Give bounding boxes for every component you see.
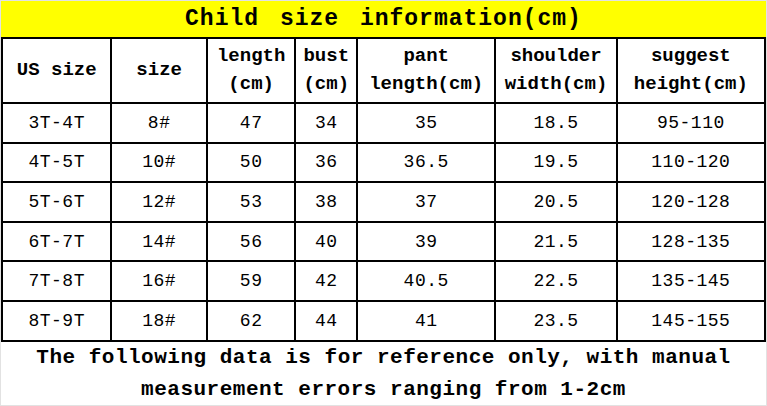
table-cell-pant_length: 36.5 bbox=[357, 143, 495, 183]
table-cell-suggest_height: 95-110 bbox=[617, 103, 765, 143]
header-row: US size size length (cm) bust (cm) pant … bbox=[2, 38, 765, 103]
table-cell-us_size: 7T-8T bbox=[2, 261, 111, 301]
table-cell-length: 53 bbox=[207, 182, 296, 222]
table-row: 4T-5T10#503636.519.5110-120 bbox=[2, 143, 765, 183]
column-header-suggest-height: suggest height(cm) bbox=[617, 38, 765, 103]
table-cell-bust: 34 bbox=[295, 103, 357, 143]
footer-note: The following data is for reference only… bbox=[1, 342, 766, 406]
footer-note-text: The following data is for reference only… bbox=[36, 342, 730, 406]
table-cell-size: 14# bbox=[111, 222, 207, 262]
table-cell-shoulder_width: 18.5 bbox=[495, 103, 616, 143]
table-row: 8T-9T18#62444123.5145-155 bbox=[2, 301, 765, 341]
table-cell-bust: 36 bbox=[295, 143, 357, 183]
table-cell-suggest_height: 128-135 bbox=[617, 222, 765, 262]
table-row: 6T-7T14#56403921.5128-135 bbox=[2, 222, 765, 262]
size-chart-page: Child size information(cm) US size size … bbox=[0, 0, 767, 406]
size-table-header: US size size length (cm) bust (cm) pant … bbox=[2, 38, 765, 103]
table-cell-suggest_height: 110-120 bbox=[617, 143, 765, 183]
column-header-size: size bbox=[111, 38, 207, 103]
table-cell-length: 56 bbox=[207, 222, 296, 262]
table-cell-suggest_height: 145-155 bbox=[617, 301, 765, 341]
table-cell-size: 18# bbox=[111, 301, 207, 341]
table-cell-us_size: 8T-9T bbox=[2, 301, 111, 341]
table-cell-length: 62 bbox=[207, 301, 296, 341]
column-header-length: length (cm) bbox=[207, 38, 296, 103]
table-cell-size: 10# bbox=[111, 143, 207, 183]
table-cell-length: 50 bbox=[207, 143, 296, 183]
table-cell-us_size: 3T-4T bbox=[2, 103, 111, 143]
page-title: Child size information(cm) bbox=[185, 6, 582, 32]
table-cell-shoulder_width: 19.5 bbox=[495, 143, 616, 183]
table-cell-us_size: 6T-7T bbox=[2, 222, 111, 262]
table-cell-shoulder_width: 20.5 bbox=[495, 182, 616, 222]
table-cell-length: 59 bbox=[207, 261, 296, 301]
table-cell-shoulder_width: 21.5 bbox=[495, 222, 616, 262]
title-bar: Child size information(cm) bbox=[1, 1, 766, 37]
table-cell-bust: 42 bbox=[295, 261, 357, 301]
table-row: 7T-8T16#594240.522.5135-145 bbox=[2, 261, 765, 301]
table-cell-size: 12# bbox=[111, 182, 207, 222]
table-cell-pant_length: 40.5 bbox=[357, 261, 495, 301]
table-cell-pant_length: 37 bbox=[357, 182, 495, 222]
table-cell-shoulder_width: 22.5 bbox=[495, 261, 616, 301]
column-header-us-size: US size bbox=[2, 38, 111, 103]
table-cell-pant_length: 39 bbox=[357, 222, 495, 262]
table-row: 3T-4T8#47343518.595-110 bbox=[2, 103, 765, 143]
table-cell-pant_length: 41 bbox=[357, 301, 495, 341]
table-cell-bust: 40 bbox=[295, 222, 357, 262]
table-cell-us_size: 4T-5T bbox=[2, 143, 111, 183]
column-header-pant-length: pant length(cm) bbox=[357, 38, 495, 103]
column-header-bust: bust (cm) bbox=[295, 38, 357, 103]
size-table-body: 3T-4T8#47343518.595-1104T-5T10#503636.51… bbox=[2, 103, 765, 341]
table-cell-size: 8# bbox=[111, 103, 207, 143]
table-cell-suggest_height: 135-145 bbox=[617, 261, 765, 301]
column-header-shoulder-width: shoulder width(cm) bbox=[495, 38, 616, 103]
table-cell-bust: 38 bbox=[295, 182, 357, 222]
table-row: 5T-6T12#53383720.5120-128 bbox=[2, 182, 765, 222]
table-cell-size: 16# bbox=[111, 261, 207, 301]
table-cell-bust: 44 bbox=[295, 301, 357, 341]
table-cell-shoulder_width: 23.5 bbox=[495, 301, 616, 341]
table-cell-length: 47 bbox=[207, 103, 296, 143]
size-table: US size size length (cm) bust (cm) pant … bbox=[1, 37, 766, 342]
table-cell-pant_length: 35 bbox=[357, 103, 495, 143]
table-cell-us_size: 5T-6T bbox=[2, 182, 111, 222]
table-cell-suggest_height: 120-128 bbox=[617, 182, 765, 222]
